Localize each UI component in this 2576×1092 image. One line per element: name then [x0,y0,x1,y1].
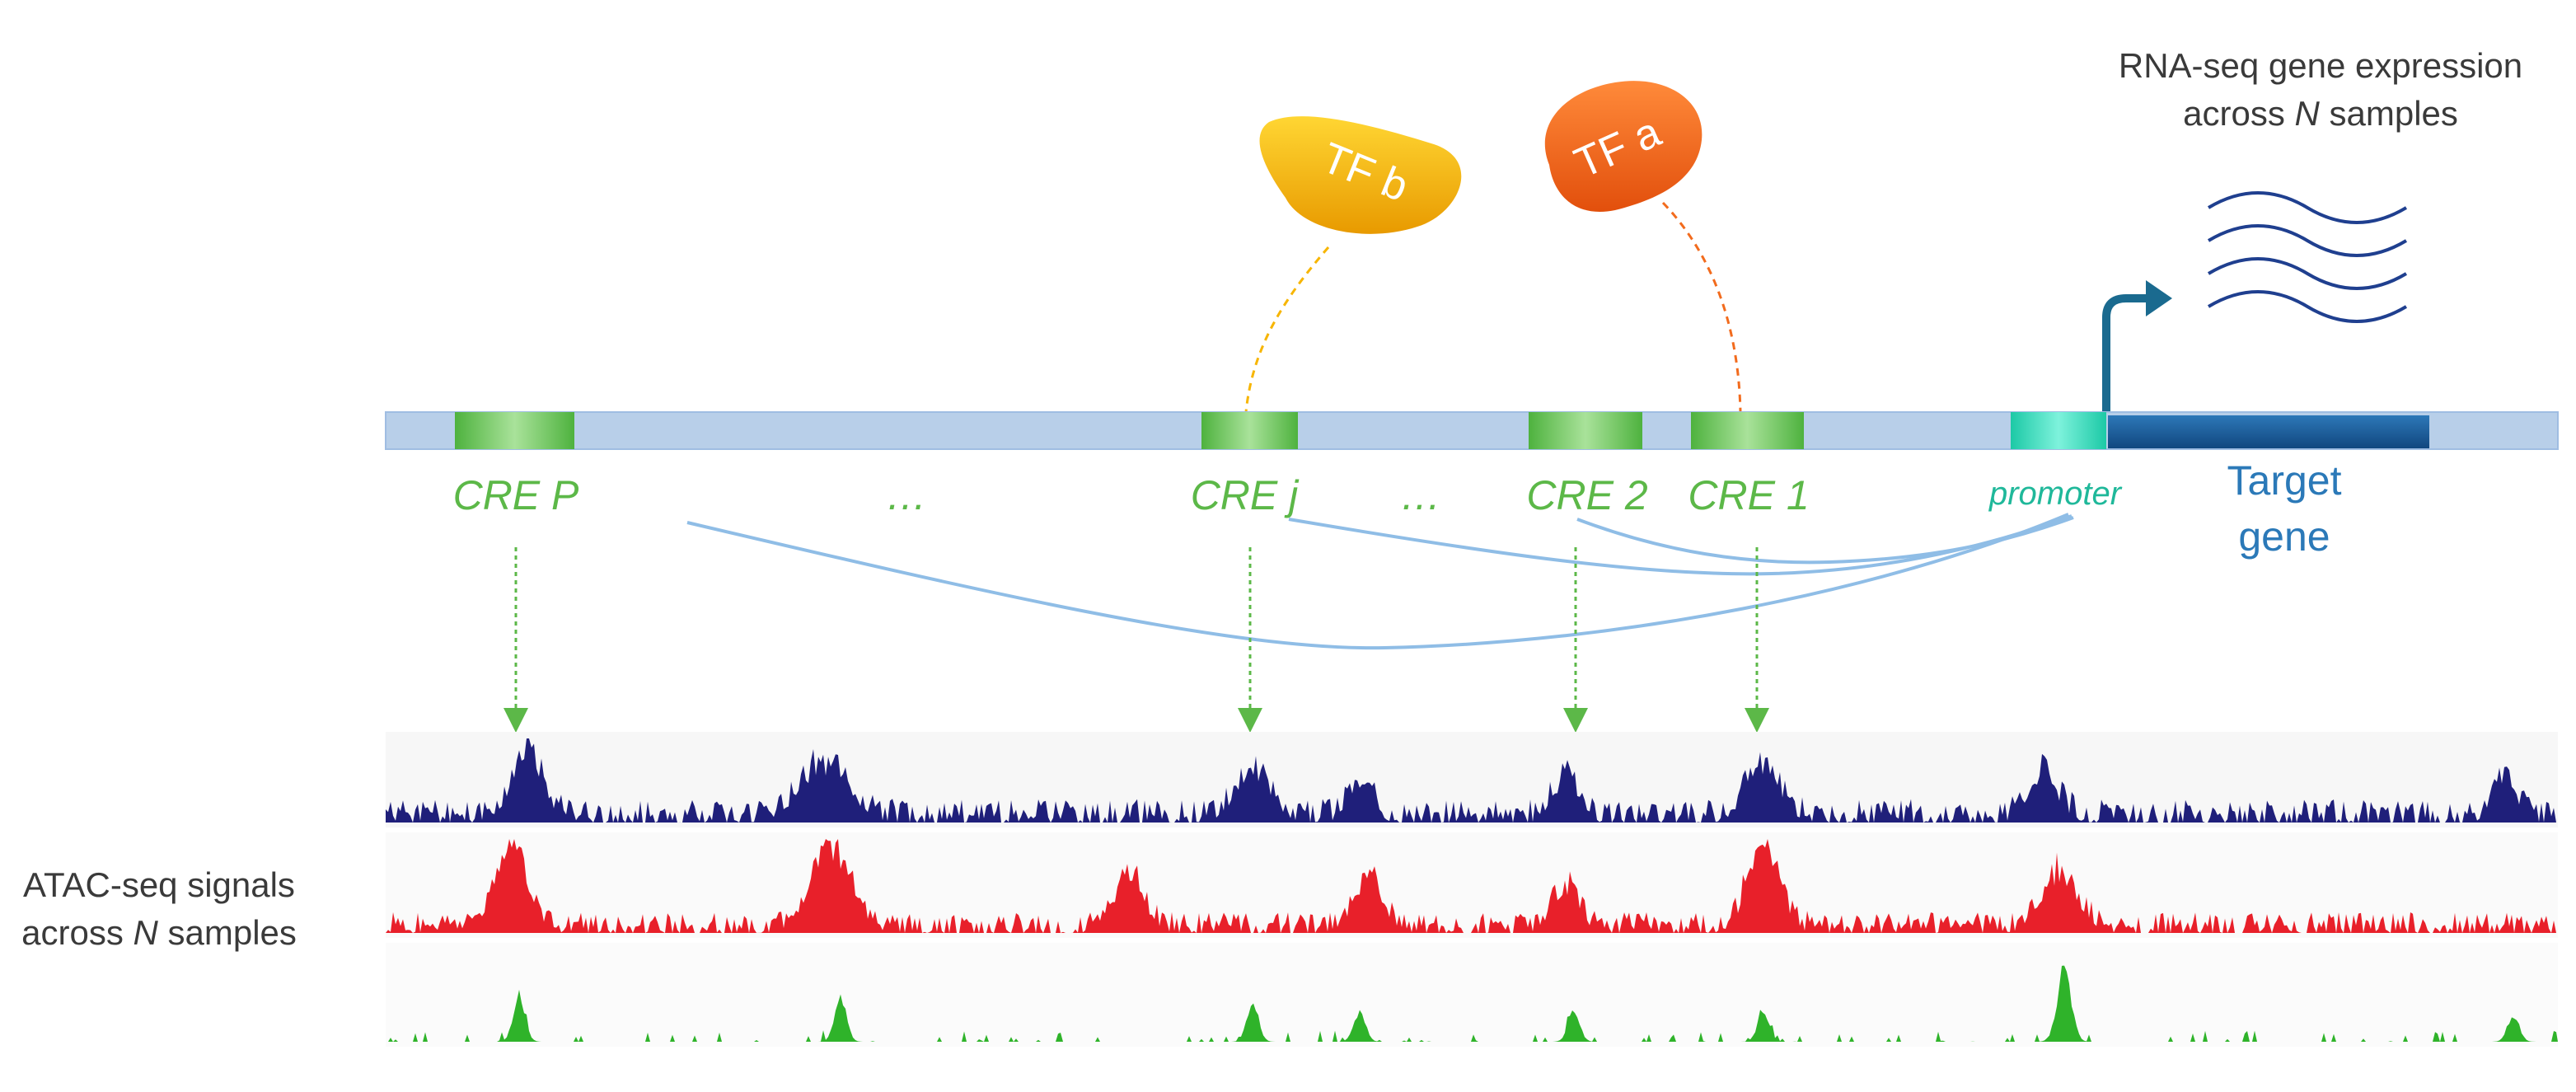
target-gene-label-line1: Target [2227,457,2342,504]
cre-signal-arrows [503,547,1769,733]
cre-2-label: CRE 2 [1526,472,1647,518]
tss-arrow-icon [2102,280,2172,412]
tf-a-binding-line [1661,201,1742,413]
atac-track-sample-3-background [386,943,2558,1047]
rna-seq-caption-line1: RNA-seq gene expression [2119,46,2522,85]
cre-2-box [1529,412,1642,449]
promoter-label: promoter [1988,476,2123,512]
atac-seq-caption: ATAC-seq signals across N samples [21,865,297,952]
cre-1-label: CRE 1 [1688,472,1809,518]
rna-seq-caption: RNA-seq gene expression across N samples [2119,46,2522,133]
promoter-box [2011,412,2106,449]
tf-b-binding-line [1244,246,1330,413]
atac-seq-caption-line1: ATAC-seq signals [23,865,295,904]
cre-j-label: CRE j [1191,472,1300,518]
cre-j-box [1201,412,1298,449]
atac-track-sample-1 [386,738,2558,823]
transcripts-icon [2207,191,2408,323]
rna-seq-caption-line2: across N samples [2183,94,2458,133]
atac-track-sample-2 [386,839,2558,933]
target-gene-label-line2: gene [2238,513,2330,560]
tf-a-protein: TF a [1544,81,1703,212]
promoter-links [686,513,2074,650]
cre-1-box [1691,412,1804,449]
target-gene-box [2108,415,2429,448]
cre-p-box [455,412,574,449]
tf-b-protein: TF b [1259,116,1462,234]
ellipsis-label-1: … [886,472,927,518]
atac-tracks [386,732,2558,1047]
ellipsis-label-2: … [1400,472,1441,518]
cre-p-label: CRE P [453,472,579,518]
atac-seq-caption-line2: across N samples [21,913,297,952]
